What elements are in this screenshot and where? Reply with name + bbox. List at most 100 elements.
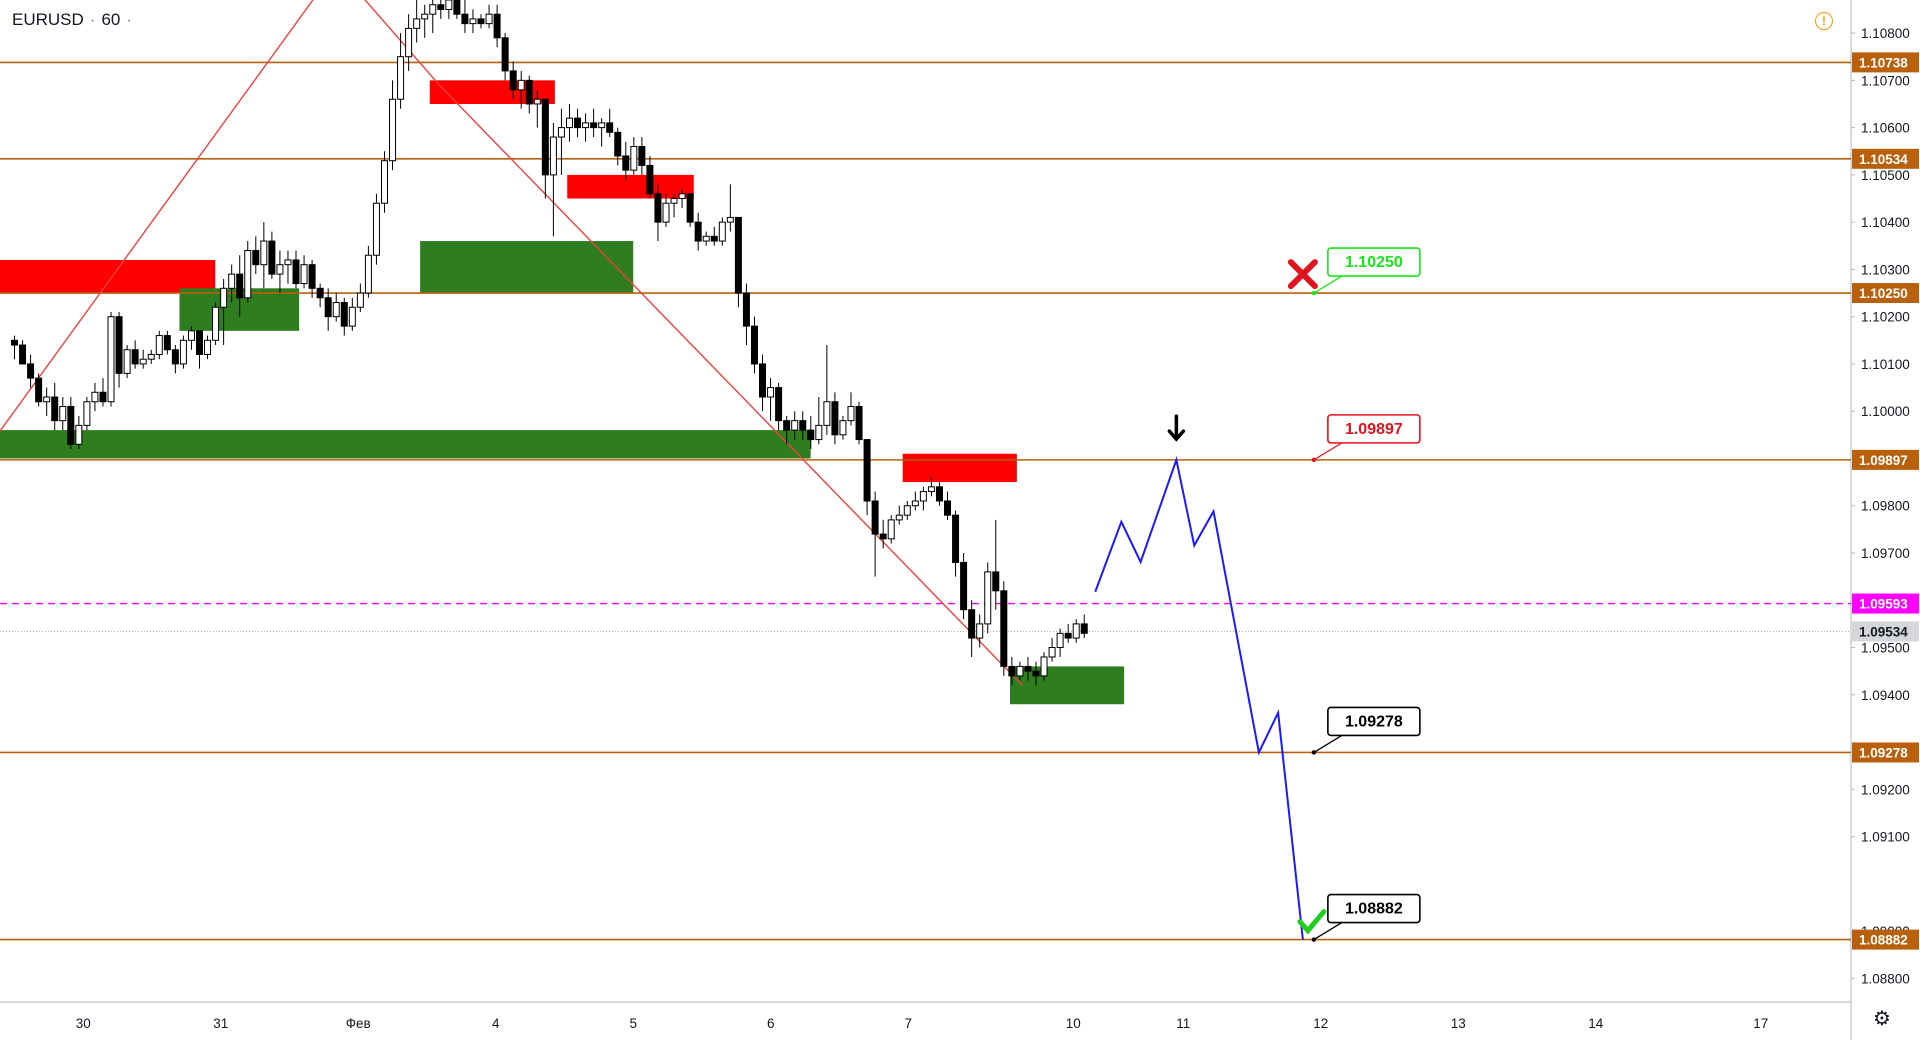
candle-body (252, 250, 260, 266)
candle-body (654, 193, 662, 223)
x-tick-label: 13 (1451, 1016, 1466, 1031)
candle-body (171, 349, 179, 365)
candle-body (509, 70, 517, 91)
x-tick-label: 10 (1066, 1016, 1081, 1031)
candle-body (228, 273, 236, 289)
candle-body (99, 391, 107, 403)
candle-body (340, 301, 348, 327)
level-price-badge[interactable] (1852, 449, 1919, 470)
x-tick-label: 4 (492, 1016, 500, 1031)
candle-body (767, 387, 775, 398)
candle-body (204, 339, 212, 355)
candle-body (485, 13, 493, 25)
level-price-badge-text: 1.09278 (1859, 745, 1908, 760)
price-label-box[interactable] (1327, 247, 1421, 277)
label-anchor-dot (1311, 457, 1317, 463)
resistance-zone[interactable] (0, 259, 216, 294)
candle-body (1032, 670, 1040, 677)
arrow-down-icon[interactable] (1167, 414, 1186, 442)
price-label-box[interactable] (1327, 414, 1421, 444)
candle-body (815, 424, 823, 441)
candle-body (598, 122, 606, 129)
warning-icon[interactable]: ! (1815, 12, 1833, 30)
price-label-box[interactable] (1327, 893, 1421, 924)
candle-body (646, 164, 654, 195)
cross-icon[interactable] (1287, 259, 1318, 290)
candle-body (614, 131, 622, 157)
candle-body (163, 335, 171, 351)
y-tick-label: 1.10600 (1861, 121, 1910, 136)
current-price-badge[interactable] (1852, 593, 1919, 614)
check-icon[interactable] (1297, 909, 1327, 935)
x-tick-label: 14 (1588, 1016, 1604, 1031)
level-price-badge[interactable] (1852, 148, 1919, 169)
candle-body (1064, 632, 1072, 639)
candle-body (903, 505, 911, 516)
x-tick-label: 17 (1753, 1016, 1768, 1031)
current-price-badge-text: 1.09593 (1859, 597, 1908, 612)
settings-icon[interactable]: ⚙ (1873, 1008, 1891, 1030)
resistance-zone[interactable] (902, 453, 1017, 483)
support-zone[interactable] (0, 430, 811, 459)
candle-body (718, 221, 726, 242)
candle-body (292, 259, 300, 285)
header-trailing-dot: · (126, 10, 133, 29)
candle-body (863, 439, 871, 502)
candle-body (606, 122, 614, 133)
candle-body (236, 273, 244, 299)
candle-body (380, 160, 388, 204)
support-zone[interactable] (420, 241, 634, 294)
candle-body (453, 0, 461, 15)
level-price-badge[interactable] (1852, 283, 1919, 304)
candle-body (1072, 623, 1080, 639)
level-price-badge-text: 1.10738 (1859, 55, 1908, 70)
candle-body (734, 216, 742, 294)
candle-body (131, 349, 139, 365)
x-tick-label: 31 (213, 1016, 228, 1031)
last-price-badge[interactable] (1852, 621, 1919, 642)
y-tick-label: 1.09800 (1861, 499, 1910, 514)
candle-body (437, 4, 445, 10)
candle-body (413, 18, 421, 29)
candle-body (212, 306, 220, 341)
candle-body (582, 122, 590, 129)
candle-body (807, 429, 815, 441)
level-price-badge[interactable] (1852, 52, 1919, 73)
candle-body (1056, 632, 1064, 649)
candle-body (871, 500, 879, 535)
candle-body (469, 18, 477, 25)
candle-body (1048, 647, 1056, 658)
y-tick-label: 1.10700 (1861, 73, 1910, 88)
candle-body (944, 500, 952, 516)
candle-body (139, 358, 147, 365)
support-zone[interactable] (1010, 666, 1125, 705)
candle-body (477, 18, 485, 25)
symbol-header[interactable]: EURUSD · 60 · (12, 10, 132, 30)
candle-body (179, 339, 187, 365)
level-price-badge-text: 1.10534 (1859, 152, 1908, 167)
trend-line[interactable] (0, 0, 1023, 686)
level-price-badge[interactable] (1852, 929, 1919, 950)
candle-body (799, 420, 807, 431)
candle-body (59, 405, 67, 422)
candle-body (107, 316, 115, 403)
candle-body (372, 202, 380, 256)
label-pointer (1313, 275, 1343, 294)
y-tick-label: 1.10100 (1861, 357, 1910, 372)
label-anchor-dot (1311, 750, 1317, 755)
price-label-box[interactable] (1327, 706, 1421, 737)
candle-body (960, 561, 968, 611)
candle-body (702, 235, 710, 242)
candle-body (976, 623, 984, 639)
y-tick-label: 1.10400 (1861, 215, 1910, 230)
level-price-badge[interactable] (1852, 742, 1919, 763)
resistance-zone[interactable] (567, 174, 694, 199)
forecast-path[interactable] (1094, 456, 1304, 940)
y-tick-label: 1.10200 (1861, 310, 1910, 325)
candle-body (541, 98, 549, 176)
y-tick-label: 1.10500 (1861, 168, 1910, 183)
candle-body (83, 401, 91, 426)
y-tick-label: 1.10800 (1861, 26, 1910, 41)
candle-body (750, 325, 758, 365)
